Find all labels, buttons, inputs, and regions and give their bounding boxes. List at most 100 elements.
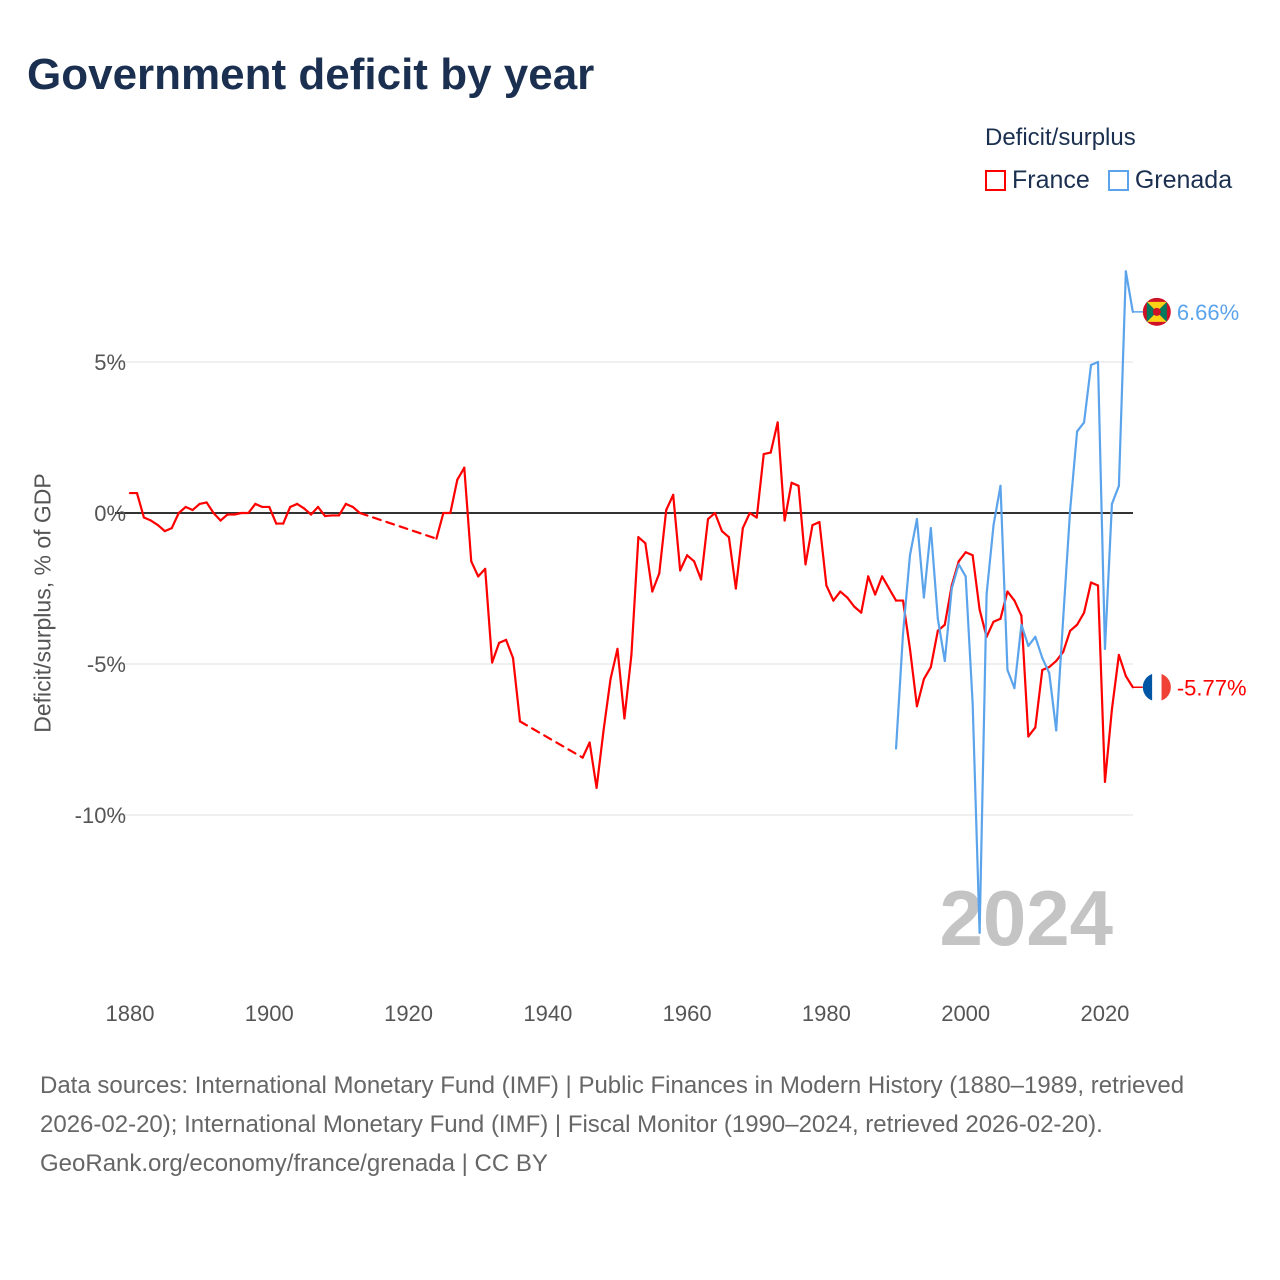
data-sources: Data sources: International Monetary Fun… <box>40 1072 1185 1138</box>
france-segment <box>1013 599 1023 617</box>
france-segment <box>1117 653 1127 678</box>
legend-title: Deficit/surplus <box>985 124 1136 151</box>
france-segment <box>881 575 891 590</box>
france-segment <box>163 526 173 533</box>
grenada-flag-part <box>1152 307 1161 316</box>
france-segment <box>790 481 800 487</box>
year-watermark: 2024 <box>939 874 1113 962</box>
grenada-segment <box>1110 484 1120 506</box>
france-segment <box>497 638 508 644</box>
france-segment <box>588 741 598 789</box>
grenada-segment <box>1062 508 1072 620</box>
france-segment <box>511 656 522 723</box>
grenada-segment <box>1103 502 1114 651</box>
france-segment <box>1027 726 1037 738</box>
france-segment <box>1076 611 1086 626</box>
france-segment <box>811 520 821 527</box>
france-segment <box>867 575 877 596</box>
france-segment <box>818 520 828 587</box>
legend-item-france[interactable]: France <box>985 166 1090 195</box>
grenada-segment <box>1076 421 1086 433</box>
france-segment <box>205 501 215 515</box>
france-segment <box>992 617 1002 623</box>
france-segment <box>1048 659 1058 669</box>
grenada-segment <box>894 632 905 750</box>
y-tick-label: -10% <box>75 803 126 828</box>
france-segment <box>665 493 675 512</box>
france-segment <box>212 511 222 522</box>
x-tick-label: 2020 <box>1080 1001 1129 1026</box>
grenada-flag-part <box>1156 301 1167 322</box>
france-segment <box>734 526 744 590</box>
page-title: Government deficit by year <box>27 50 595 99</box>
grenada-segment <box>943 587 953 663</box>
france-segment <box>609 647 619 681</box>
france-segment <box>1069 623 1079 632</box>
grenada-segment <box>1006 668 1016 690</box>
france-segment <box>323 514 334 518</box>
grenada-segment <box>1041 656 1051 675</box>
france-segment <box>846 596 856 608</box>
france-segment <box>1006 590 1016 602</box>
x-tick-label: 1980 <box>802 1001 851 1026</box>
grenada-segment <box>992 484 1002 527</box>
france-segment <box>344 502 354 509</box>
france-segment <box>887 587 898 602</box>
france-segment <box>149 519 159 527</box>
x-tick-label: 2000 <box>941 1001 990 1026</box>
france-segment <box>1089 581 1100 587</box>
france-segment <box>971 554 981 611</box>
france-segment <box>268 505 278 525</box>
france-segment <box>463 466 473 563</box>
france-segment <box>630 536 640 657</box>
france-segment <box>637 536 647 545</box>
footer: Data sources: International Monetary Fun… <box>40 1066 1240 1183</box>
france-segment <box>860 575 870 614</box>
france-segment <box>491 641 501 664</box>
france-segment <box>616 647 626 720</box>
france-segment <box>456 466 466 481</box>
france-segment <box>964 551 974 557</box>
france-segment <box>1020 614 1030 738</box>
x-tick-label: 1920 <box>384 1001 433 1026</box>
france-segment <box>470 560 480 578</box>
grenada-segment <box>1027 635 1037 647</box>
france-segment <box>825 584 835 602</box>
france-segment <box>477 567 487 578</box>
france-segment <box>142 516 152 522</box>
france-segment <box>720 530 731 539</box>
france-segment <box>177 505 187 515</box>
grenada-flag-part <box>1146 311 1167 322</box>
france-segment <box>282 505 292 525</box>
france-segment <box>908 647 919 708</box>
france-segment <box>713 511 724 533</box>
grenada-segment <box>971 702 981 934</box>
grenada-segment <box>1020 623 1030 647</box>
credit-link[interactable]: GeoRank.org/economy/france/grenada | CC … <box>40 1150 548 1177</box>
france-segment <box>797 484 807 566</box>
grenada-segment <box>985 523 995 596</box>
france-segment <box>686 554 696 563</box>
france-segment <box>484 567 494 664</box>
france-segment <box>706 511 717 521</box>
france-segment <box>595 729 605 789</box>
grenada-segment <box>936 617 946 663</box>
legend-swatch-france <box>985 170 1006 191</box>
legend-item-grenada[interactable]: Grenada <box>1107 166 1232 195</box>
france-segment <box>337 502 347 517</box>
france-segment <box>748 511 758 519</box>
x-tick-label: 1880 <box>106 1001 155 1026</box>
grenada-segment <box>978 593 988 934</box>
x-tick-label: 1960 <box>663 1001 712 1026</box>
grenada-segment <box>1089 360 1100 367</box>
x-tick-label: 1940 <box>523 1001 572 1026</box>
grenada-segment <box>1117 270 1127 487</box>
grenada-segment <box>957 563 967 578</box>
france-segment <box>1041 665 1051 672</box>
france-segment <box>985 620 995 638</box>
france-segment <box>581 741 591 759</box>
france-segment <box>762 451 772 456</box>
grenada-segment <box>1048 671 1058 732</box>
france-segment <box>351 505 361 515</box>
